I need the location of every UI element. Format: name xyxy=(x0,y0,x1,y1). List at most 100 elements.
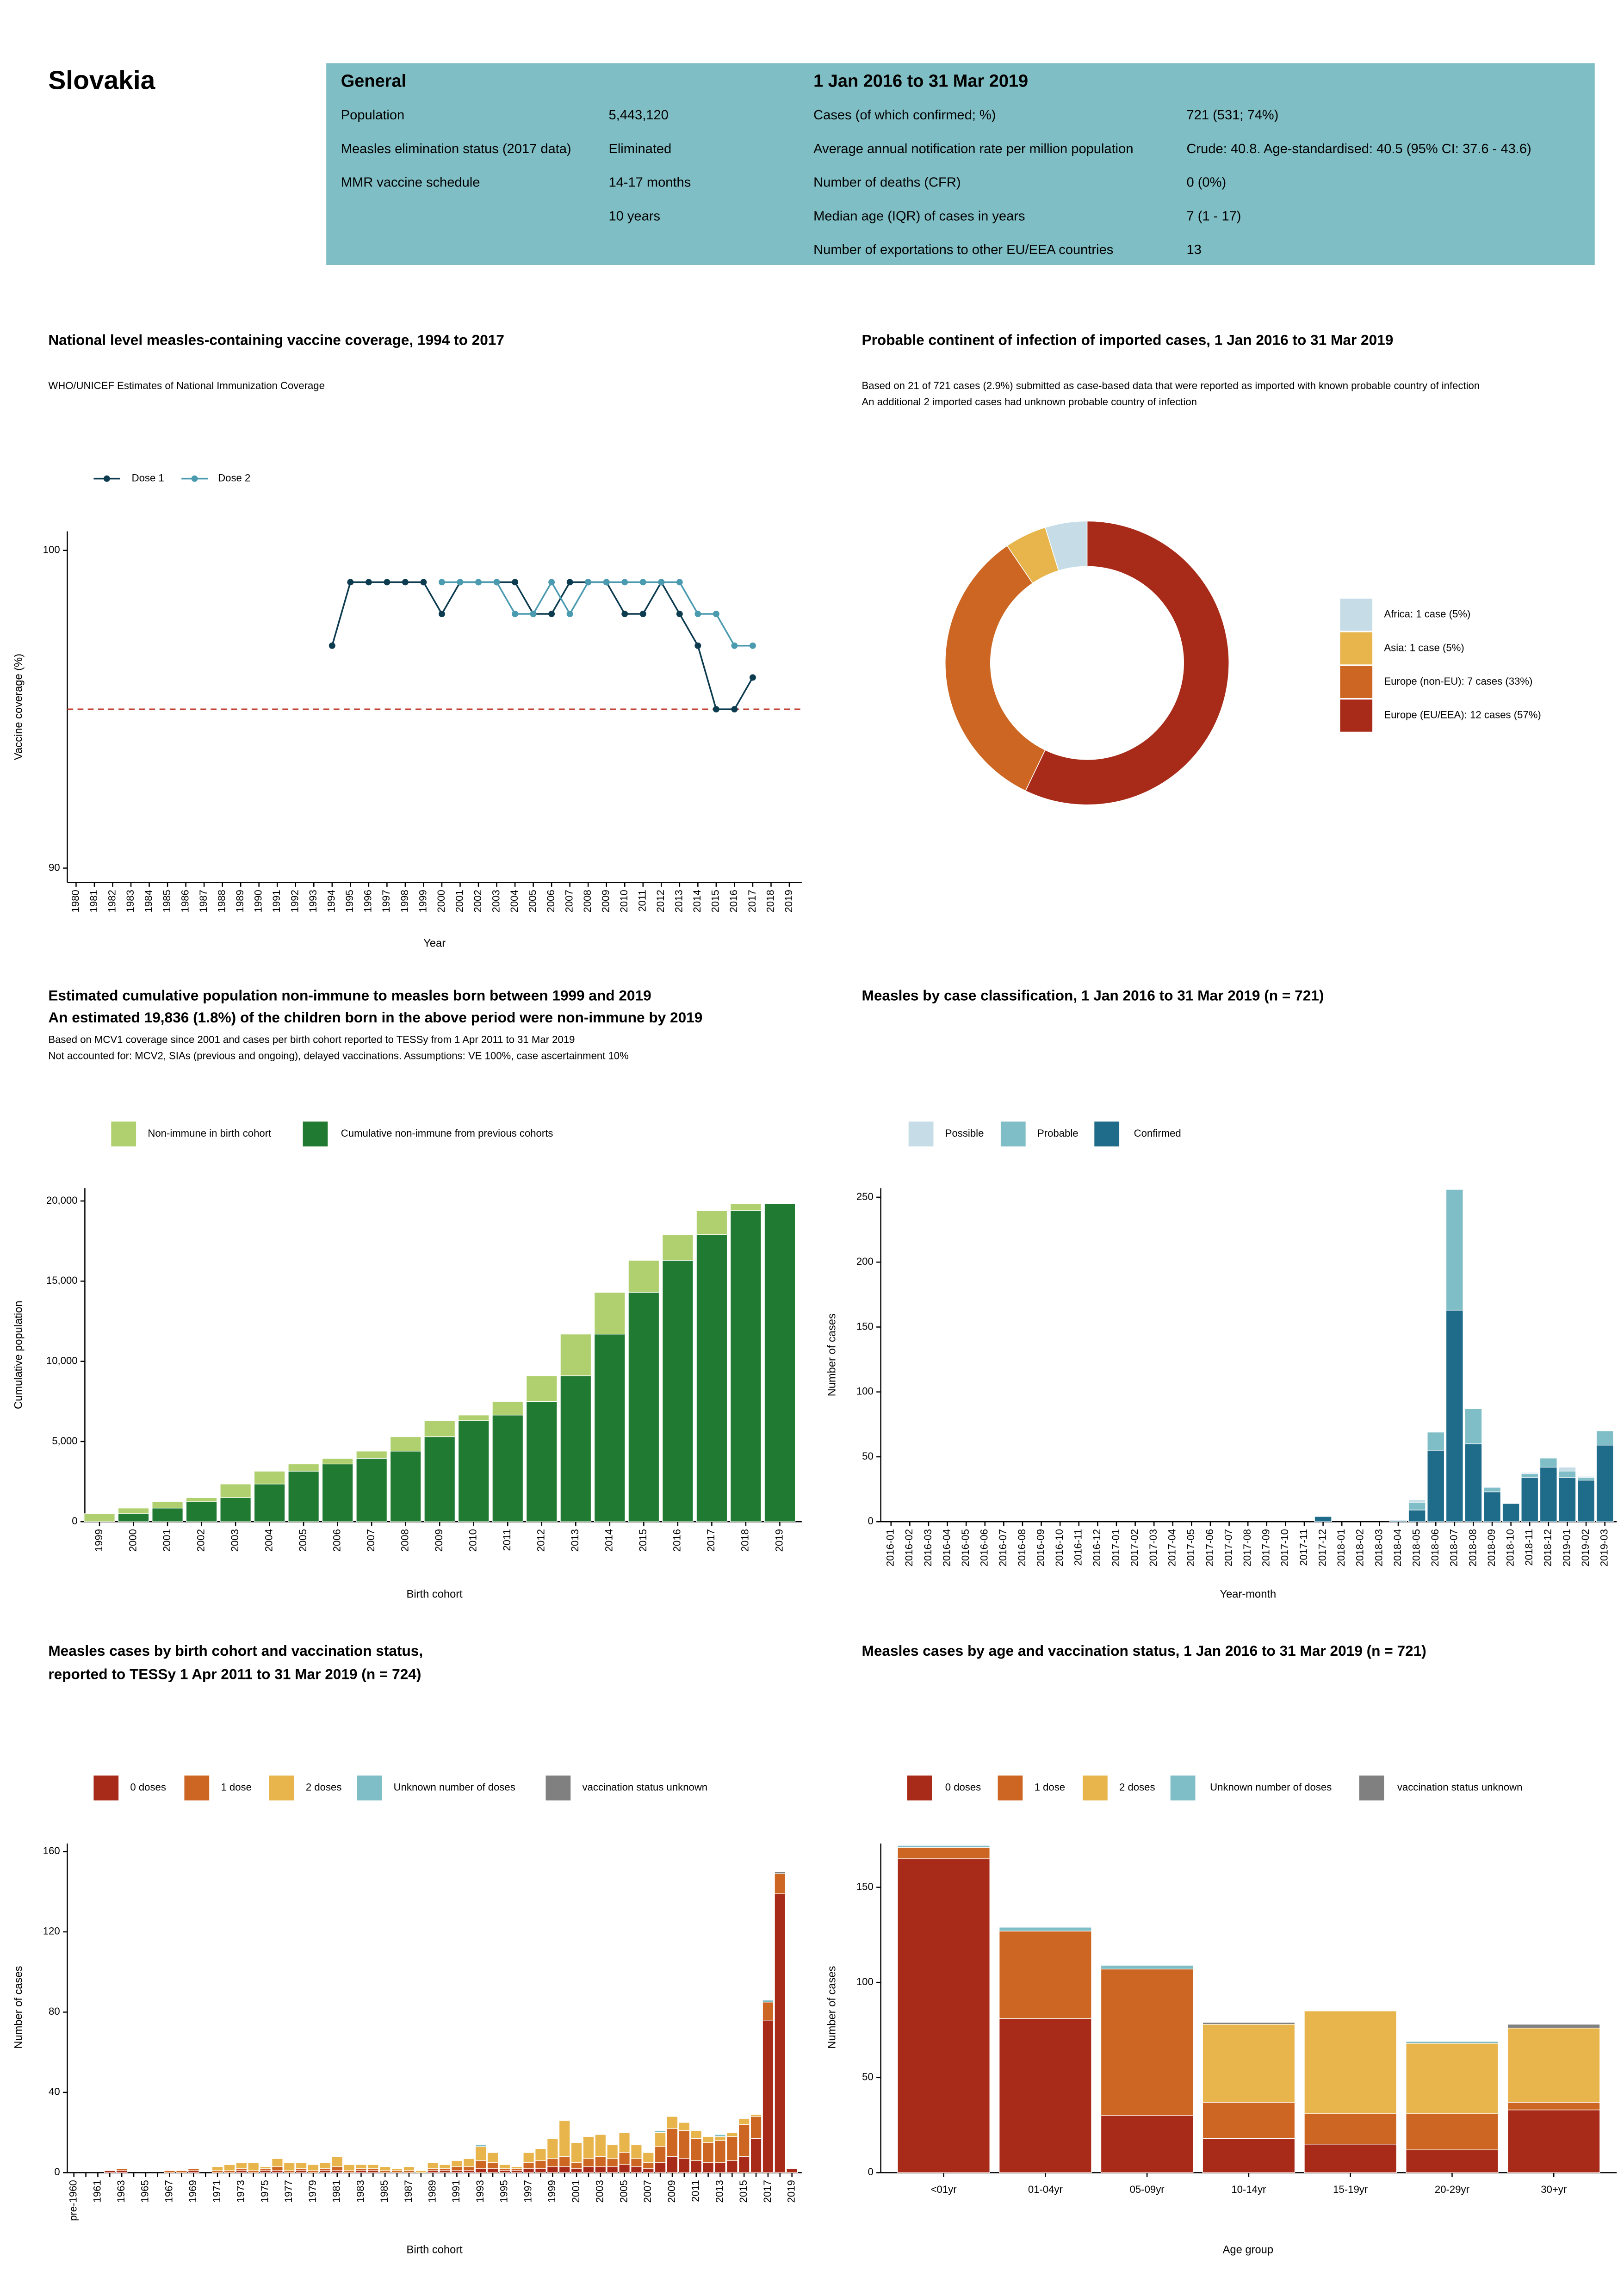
bar-segment xyxy=(272,2158,283,2167)
x-tick-label: 1994 xyxy=(326,890,337,912)
bar-segment xyxy=(427,2162,439,2169)
x-tick-label: 1963 xyxy=(115,2180,127,2203)
y-tick-label: 50 xyxy=(862,1450,874,1462)
x-tick-label: 2016-04 xyxy=(941,1529,952,1566)
x-tick-label: 2016-06 xyxy=(979,1529,990,1566)
chart-title: Measles by case classification, 1 Jan 20… xyxy=(862,987,1324,1003)
bar-segment xyxy=(403,2170,415,2173)
x-axis-title: Year-month xyxy=(1220,1589,1276,1601)
bar-segment xyxy=(558,2166,570,2173)
bar-segment xyxy=(236,2168,248,2171)
bar-segment xyxy=(628,1260,660,1293)
point xyxy=(566,611,573,617)
bar-segment xyxy=(463,2166,475,2171)
bar-segment xyxy=(260,2170,271,2173)
bar-segment xyxy=(1408,1499,1426,1503)
bar-segment xyxy=(391,2170,403,2173)
table-label: MMR vaccine schedule xyxy=(341,175,480,190)
x-tick-label: 2012 xyxy=(535,1529,547,1552)
point xyxy=(548,611,555,617)
bar-segment xyxy=(714,2136,726,2141)
y-tick-label: 150 xyxy=(856,1320,874,1332)
bar-segment xyxy=(451,2166,463,2171)
bar-segment xyxy=(738,2124,750,2157)
x-tick-label: 2011 xyxy=(637,890,648,912)
point xyxy=(566,579,573,586)
x-tick-label: 2011 xyxy=(501,1529,513,1551)
bar-segment xyxy=(84,1513,115,1522)
bar-segment xyxy=(458,1415,490,1421)
bar-segment xyxy=(702,2162,714,2173)
bar-segment xyxy=(523,2168,534,2173)
legend-swatch xyxy=(1170,1775,1196,1801)
x-tick-label: 2008 xyxy=(399,1529,411,1552)
x-tick-label: 2007 xyxy=(642,2180,653,2203)
x-axis-title: Age group xyxy=(1223,2244,1273,2256)
point xyxy=(731,642,738,649)
bar-segment xyxy=(188,2168,199,2171)
bar-segment xyxy=(666,2128,678,2157)
bar-segment xyxy=(186,1497,217,1502)
x-tick-label: 2016-12 xyxy=(1091,1529,1103,1566)
line xyxy=(441,580,753,647)
x-tick-label: 2016-02 xyxy=(903,1529,915,1566)
bar-segment xyxy=(595,2134,607,2157)
x-tick-label: 2015 xyxy=(710,890,721,912)
x-tick-label: 2009 xyxy=(433,1529,445,1552)
x-tick-label: 1983 xyxy=(124,890,136,912)
point xyxy=(439,579,445,586)
legend-swatch xyxy=(1340,598,1373,631)
bar-segment xyxy=(535,2168,546,2173)
bar-segment xyxy=(164,2170,175,2173)
bar-segment xyxy=(654,2162,666,2173)
chart-subtitle: An additional 2 imported cases had unkno… xyxy=(862,396,1197,408)
table-value: 7 (1 - 17) xyxy=(1187,209,1241,223)
bar-segment xyxy=(118,1508,149,1514)
legend-swatch xyxy=(303,1121,328,1147)
bar-segment xyxy=(1507,2028,1600,2103)
legend-swatch xyxy=(1340,666,1373,698)
bar-segment xyxy=(595,2166,607,2173)
x-tick-label: 2001 xyxy=(161,1529,173,1552)
bar-segment xyxy=(458,1420,490,1522)
bar-segment xyxy=(1502,1503,1520,1522)
bar-segment xyxy=(1521,1472,1539,1474)
x-tick-label: 2017-02 xyxy=(1128,1529,1140,1566)
table-label: Number of exportations to other EU/EEA c… xyxy=(813,242,1113,257)
bar-segment xyxy=(1539,1458,1557,1468)
y-tick-label: 15,000 xyxy=(46,1275,78,1286)
bar-segment xyxy=(439,2170,451,2173)
legend-label: Non-immune in birth cohort xyxy=(148,1127,271,1139)
chart-title: Probable continent of infection of impor… xyxy=(862,332,1394,348)
point xyxy=(384,579,391,586)
table-label: Population xyxy=(341,108,404,123)
x-tick-label: 2017 xyxy=(762,2180,773,2203)
y-tick-label: 150 xyxy=(856,1881,874,1892)
bar-segment xyxy=(560,1334,592,1376)
x-tick-label: 1999 xyxy=(93,1529,105,1552)
bar-segment xyxy=(322,1463,353,1522)
legend-swatch xyxy=(1000,1121,1026,1147)
x-tick-label: 1993 xyxy=(307,890,319,912)
bar-segment xyxy=(523,2162,534,2169)
bar-segment xyxy=(356,1451,388,1459)
bar-segment xyxy=(379,2166,391,2171)
bar-segment xyxy=(690,2160,702,2173)
y-axis-title: Number of cases xyxy=(826,1966,838,2049)
bar-segment xyxy=(511,2170,523,2173)
x-tick-label: 2009 xyxy=(600,890,612,912)
bar-segment xyxy=(220,1484,251,1498)
y-tick-label: 250 xyxy=(856,1191,874,1202)
bar-segment xyxy=(356,1458,388,1522)
x-tick-label: 1983 xyxy=(354,2180,366,2203)
bar-segment xyxy=(762,1999,774,2003)
bar-segment xyxy=(1304,2144,1397,2173)
legend-label: Dose 1 xyxy=(132,472,164,483)
bar-segment xyxy=(1539,1467,1557,1522)
bar-segment xyxy=(897,1847,990,1859)
x-tick-label: 1993 xyxy=(474,2180,486,2203)
x-tick-label: 1973 xyxy=(235,2180,247,2203)
x-tick-label: 1969 xyxy=(187,2180,198,2203)
bar-segment xyxy=(424,1420,456,1437)
point xyxy=(402,579,409,586)
